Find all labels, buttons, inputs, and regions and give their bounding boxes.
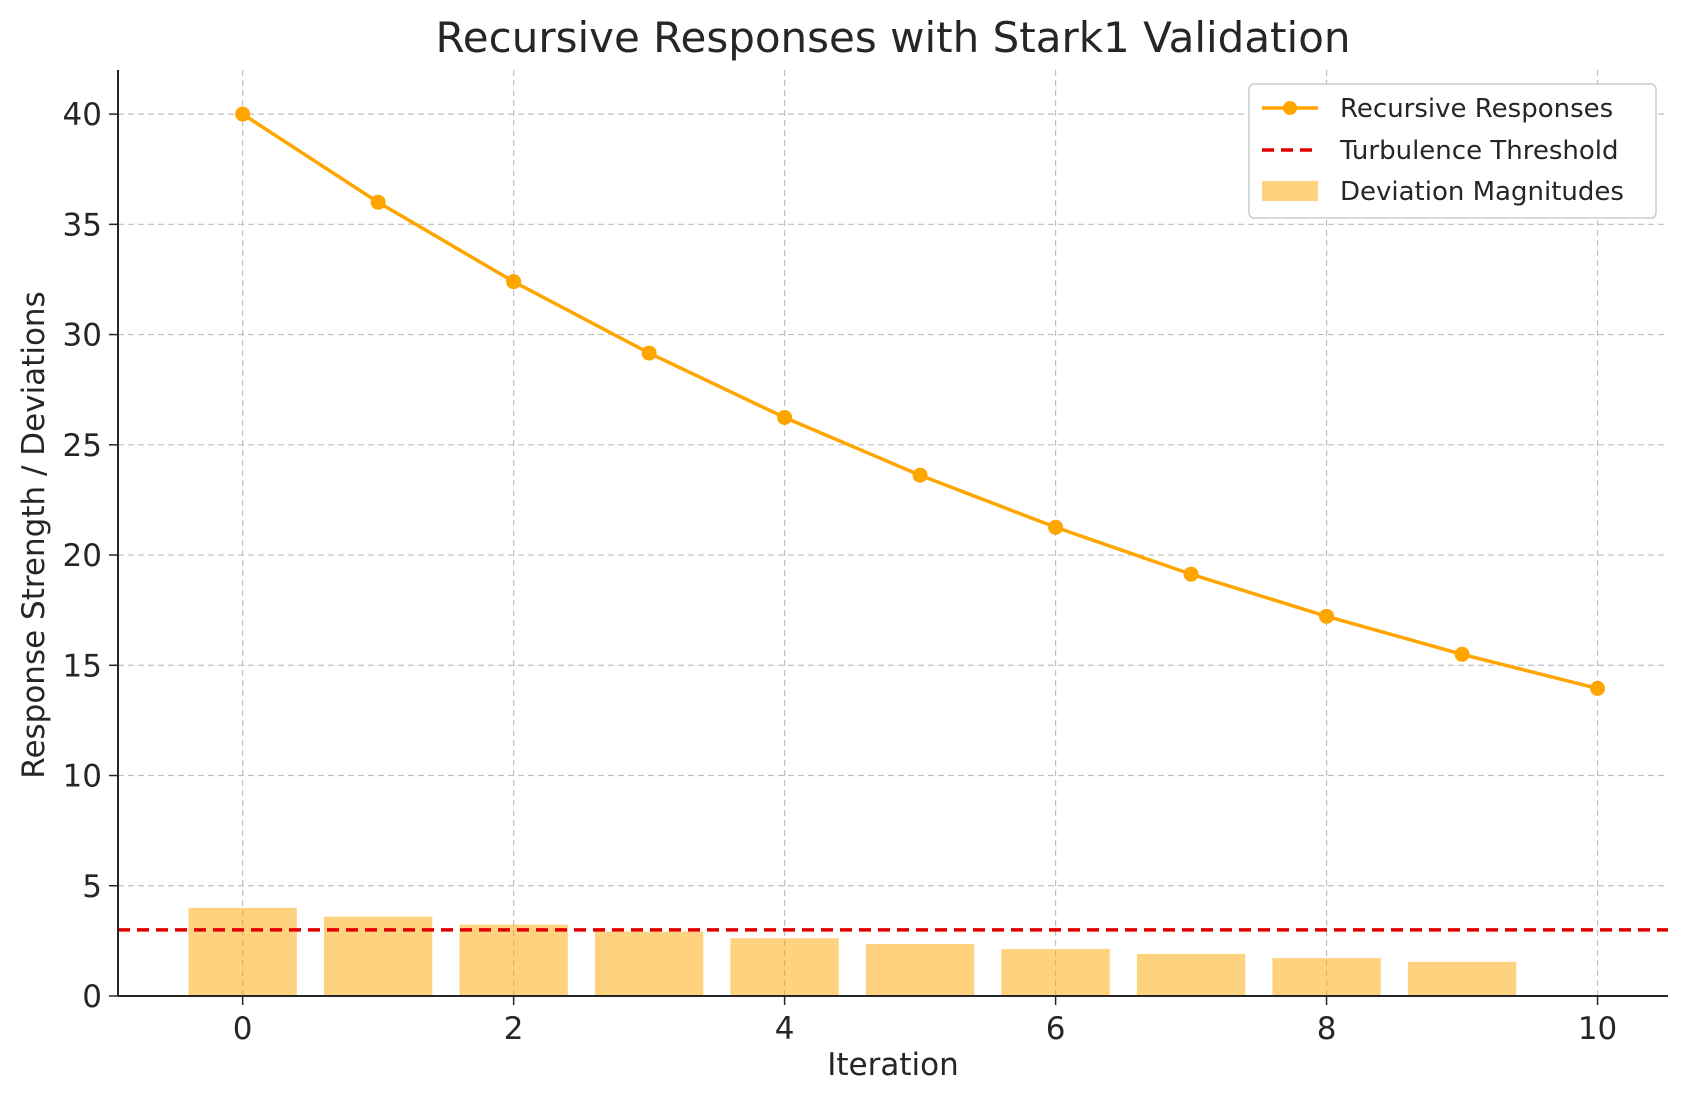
- legend-label-threshold: Turbulence Threshold: [1339, 136, 1618, 166]
- legend-marker-swatch: [1283, 101, 1297, 115]
- line-series: [235, 106, 1606, 696]
- x-tick-label: 8: [1317, 1011, 1337, 1047]
- grid: [118, 70, 1668, 997]
- deviation-bar: [188, 907, 297, 996]
- response-point: [235, 106, 251, 122]
- bars: [188, 907, 1517, 996]
- y-tick-label: 35: [63, 207, 102, 243]
- deviation-bar: [459, 924, 568, 996]
- y-tick-label: 5: [82, 869, 102, 905]
- legend-frame: [1248, 83, 1657, 219]
- y-tick-label: 25: [63, 428, 102, 464]
- deviation-bar: [323, 916, 433, 996]
- response-point: [506, 274, 522, 290]
- y-tick-label: 0: [82, 979, 102, 1015]
- x-tick-label: 6: [1046, 1011, 1066, 1047]
- response-point: [777, 409, 793, 425]
- y-tick-label: 20: [63, 538, 102, 574]
- legend: Recursive Responses Turbulence Threshold…: [1248, 83, 1657, 219]
- response-point: [1319, 608, 1335, 624]
- legend-bar-swatch: [1262, 181, 1318, 201]
- response-point: [1183, 566, 1199, 582]
- response-point: [370, 194, 386, 210]
- deviation-bar: [1272, 958, 1381, 996]
- legend-label-responses: Recursive Responses: [1340, 94, 1613, 124]
- y-tick-label: 30: [63, 318, 102, 354]
- x-axis-label: Iteration: [827, 1047, 959, 1083]
- y-tick-label: 10: [63, 759, 102, 795]
- response-point: [1590, 680, 1606, 696]
- legend-label-deviations: Deviation Magnitudes: [1340, 177, 1624, 207]
- chart-title: Recursive Responses with Stark1 Validati…: [435, 13, 1350, 62]
- y-axis-label: Response Strength / Deviations: [16, 291, 52, 778]
- x-tick-label: 10: [1578, 1011, 1617, 1047]
- deviation-bar: [1407, 961, 1517, 996]
- deviation-bar: [865, 943, 975, 996]
- deviation-bar: [730, 938, 839, 996]
- response-point: [641, 345, 657, 361]
- deviation-bar: [1001, 949, 1110, 996]
- response-point: [912, 467, 928, 483]
- response-point: [1048, 519, 1064, 535]
- y-tick-label: 15: [63, 648, 102, 684]
- x-tick-label: 0: [233, 1011, 253, 1047]
- deviation-bar: [594, 931, 704, 996]
- deviation-bar: [1136, 953, 1246, 996]
- response-point: [1454, 646, 1470, 662]
- x-tick-label: 2: [504, 1011, 524, 1047]
- y-tick-label: 40: [63, 97, 102, 133]
- x-tick-label: 4: [775, 1011, 795, 1047]
- ticks: 0 5 10 15 20 25 30 35 40 0 2 4 6 8 10: [63, 97, 1618, 1047]
